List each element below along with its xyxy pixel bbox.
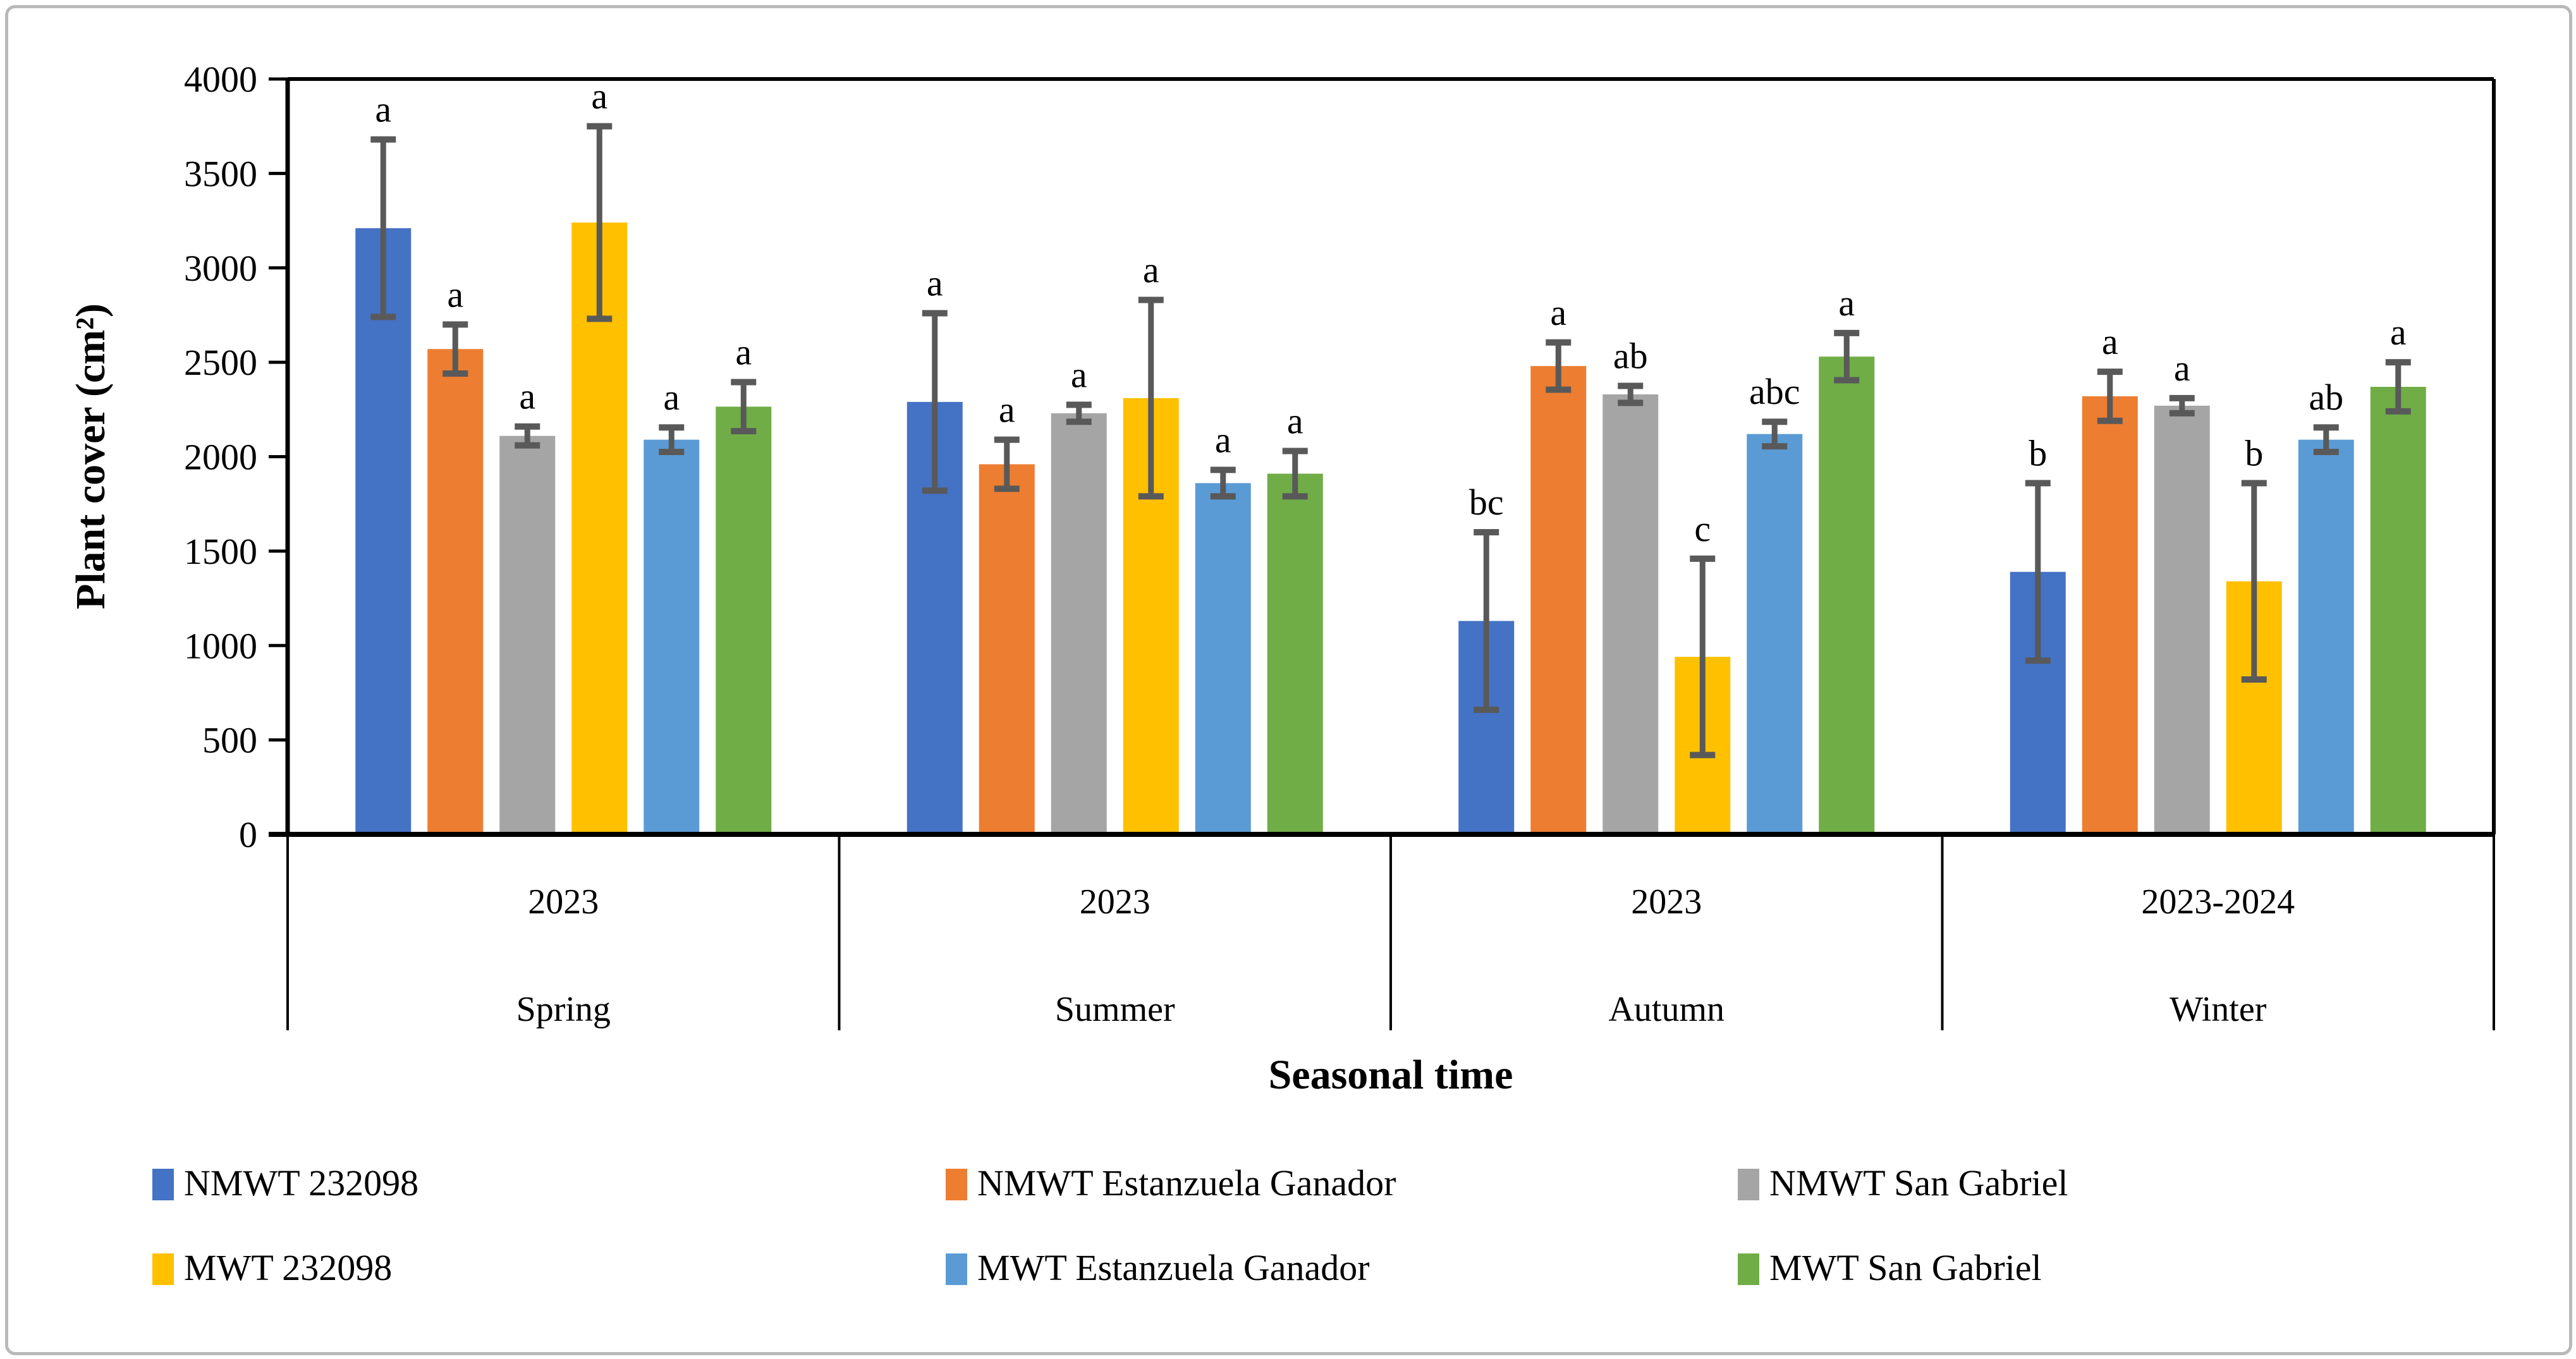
significance-letter: a [1071, 354, 1087, 395]
significance-letter: a [375, 89, 391, 130]
legend-label: NMWT Estanzuela Ganador [977, 1162, 1396, 1204]
y-axis-title: Plant cover (cm²) [68, 303, 114, 609]
significance-letter: a [1287, 401, 1303, 442]
bar [499, 436, 556, 834]
y-axis-tick-label: 2000 [184, 437, 257, 478]
group-season-label: Autumn [1608, 990, 1724, 1029]
significance-letter: a [519, 376, 535, 417]
bar [1747, 434, 1803, 834]
group-year-label: 2023-2024 [2141, 882, 2295, 922]
y-axis-tick-label: 3000 [184, 248, 257, 289]
bar [1530, 366, 1587, 834]
y-axis-tick-label: 3500 [184, 153, 257, 194]
bar [2370, 386, 2426, 834]
significance-letter: a [2390, 312, 2407, 353]
significance-letter: a [591, 76, 607, 117]
chart-layer: 0 500 1000 1500 2000 2500 3000 3500 4000 a a a a a a 20… [184, 59, 2496, 1030]
legend-label: NMWT 232098 [184, 1162, 418, 1204]
group-season-label: Spring [516, 990, 611, 1029]
significance-letter: a [2174, 348, 2190, 389]
bar [1602, 394, 1659, 834]
group-season-label: Winter [2170, 990, 2267, 1029]
significance-letter: a [999, 389, 1015, 430]
bar [2298, 439, 2354, 834]
bar [2154, 405, 2210, 834]
legend-label: MWT 232098 [184, 1247, 392, 1288]
significance-letter: a [927, 262, 943, 303]
bar [571, 222, 628, 834]
legend-item: NMWT 232098 [152, 1162, 418, 1204]
bar [1267, 473, 1323, 834]
y-axis-tick-label: 0 [239, 814, 257, 855]
legend-swatch [946, 1169, 967, 1200]
legend-label: MWT San Gabriel [1769, 1247, 2042, 1288]
bar [716, 406, 772, 834]
bar [979, 464, 1035, 834]
y-axis-tick-label: 4000 [184, 59, 257, 100]
y-axis-tick-label: 2500 [184, 342, 257, 383]
legend-swatch [152, 1253, 174, 1285]
legend-swatch [1738, 1253, 1759, 1285]
group-season-label: Summer [1055, 990, 1175, 1029]
bar [2082, 396, 2138, 834]
legend-label: NMWT San Gabriel [1769, 1162, 2068, 1204]
legend-label: MWT Estanzuela Ganador [977, 1247, 1370, 1288]
legend-item: MWT 232098 [152, 1247, 392, 1288]
significance-letter: ab [1613, 335, 1648, 376]
bar [1819, 357, 1875, 834]
legend-swatch [946, 1253, 967, 1285]
significance-letter: a [1143, 250, 1159, 291]
legend: NMWT 232098 NMWT Estanzuela Ganador NMWT S… [152, 1162, 2068, 1288]
bar [1195, 483, 1251, 834]
significance-letter: b [2245, 432, 2263, 473]
legend-swatch [1738, 1169, 1759, 1200]
significance-letter: a [447, 274, 463, 315]
significance-letter: a [1215, 419, 1231, 460]
significance-letter: a [735, 331, 752, 372]
significance-letter: a [663, 377, 680, 418]
y-axis-tick-label: 500 [202, 720, 257, 761]
significance-letter: abc [1749, 371, 1800, 412]
significance-letter: a [1838, 283, 1855, 324]
group-year-label: 2023 [1631, 882, 1702, 922]
significance-letter: bc [1469, 482, 1504, 523]
x-axis-title: Seasonal time [1269, 1052, 1513, 1098]
significance-letter: a [2102, 321, 2118, 362]
legend-item: NMWT San Gabriel [1738, 1162, 2068, 1204]
y-axis-tick-label: 1000 [184, 625, 257, 666]
legend-item: MWT Estanzuela Ganador [946, 1247, 1370, 1288]
legend-item: NMWT Estanzuela Ganador [946, 1162, 1396, 1204]
bar [355, 228, 412, 834]
legend-swatch [152, 1169, 174, 1200]
group-year-label: 2023 [1080, 882, 1151, 922]
significance-letter: ab [2309, 377, 2343, 418]
group-year-label: 2023 [528, 882, 599, 922]
significance-letter: b [2029, 432, 2047, 473]
bar [1051, 413, 1107, 834]
bar [427, 349, 484, 834]
bar [644, 439, 700, 834]
legend-item: MWT San Gabriel [1738, 1247, 2042, 1288]
y-axis-tick-label: 1500 [184, 531, 257, 572]
significance-letter: c [1694, 508, 1711, 549]
significance-letter: a [1550, 292, 1566, 333]
